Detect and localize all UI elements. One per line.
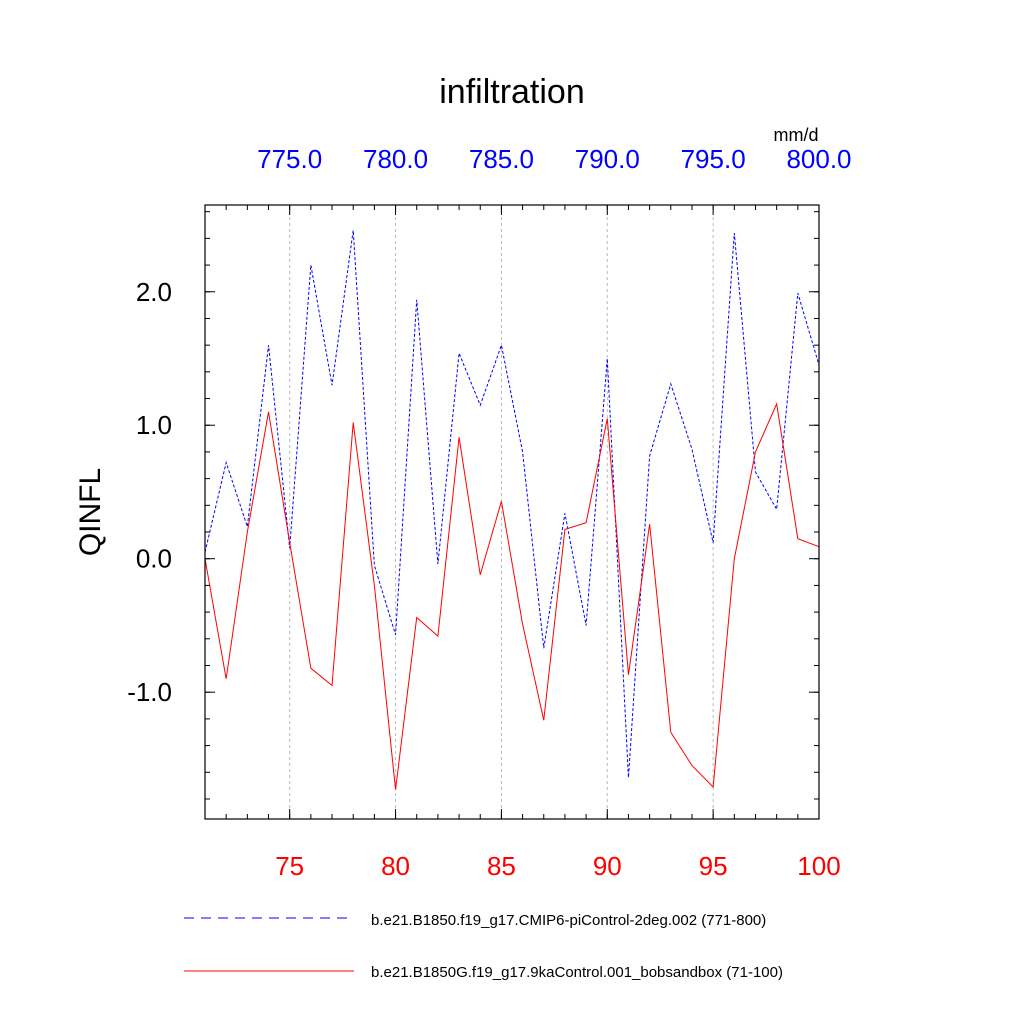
- y-tick-label: 0.0: [136, 544, 172, 574]
- top-tick-label: 795.0: [681, 144, 746, 174]
- y-axis-tick-labels: -1.0 0.0 1.0 2.0: [127, 277, 172, 707]
- legend-label-cmip6: b.e21.B1850.f19_g17.CMIP6-piControl-2deg…: [371, 912, 766, 929]
- legend-entry-9ka: b.e21.B1850G.f19_g17.9kaControl.001_bobs…: [184, 964, 783, 981]
- bottom-tick-label: 100: [797, 851, 840, 881]
- top-tick-label: 775.0: [257, 144, 322, 174]
- top-axis-tick-labels: 775.0 780.0 785.0 790.0 795.0 800.0: [257, 144, 851, 174]
- bottom-tick-label: 75: [275, 851, 304, 881]
- y-tick-label: 1.0: [136, 410, 172, 440]
- y-tick-label: -1.0: [127, 677, 172, 707]
- major-ticks: [205, 205, 820, 819]
- bottom-tick-label: 85: [487, 851, 516, 881]
- bottom-tick-label: 80: [381, 851, 410, 881]
- grid-lines: [289, 205, 714, 819]
- top-tick-label: 800.0: [786, 144, 851, 174]
- series-line-1: [204, 402, 820, 790]
- series-layer: [204, 230, 820, 790]
- bottom-axis-tick-labels: 75 80 85 90 95 100: [275, 851, 840, 881]
- bottom-tick-label: 90: [593, 851, 622, 881]
- units-label: mm/d: [774, 125, 819, 145]
- legend: b.e21.B1850.f19_g17.CMIP6-piControl-2deg…: [184, 912, 783, 981]
- y-axis-label: QINFL: [74, 468, 107, 556]
- series-line-0: [204, 230, 820, 778]
- top-tick-label: 785.0: [469, 144, 534, 174]
- top-tick-label: 790.0: [575, 144, 640, 174]
- plot-frame: [204, 204, 820, 820]
- chart-title: infiltration: [439, 73, 585, 111]
- legend-entry-cmip6: b.e21.B1850.f19_g17.CMIP6-piControl-2deg…: [184, 912, 766, 929]
- minor-ticks: [204, 205, 820, 819]
- top-tick-label: 780.0: [363, 144, 428, 174]
- legend-label-9ka: b.e21.B1850G.f19_g17.9kaControl.001_bobs…: [371, 964, 783, 981]
- bottom-tick-label: 95: [699, 851, 728, 881]
- y-tick-label: 2.0: [136, 277, 172, 307]
